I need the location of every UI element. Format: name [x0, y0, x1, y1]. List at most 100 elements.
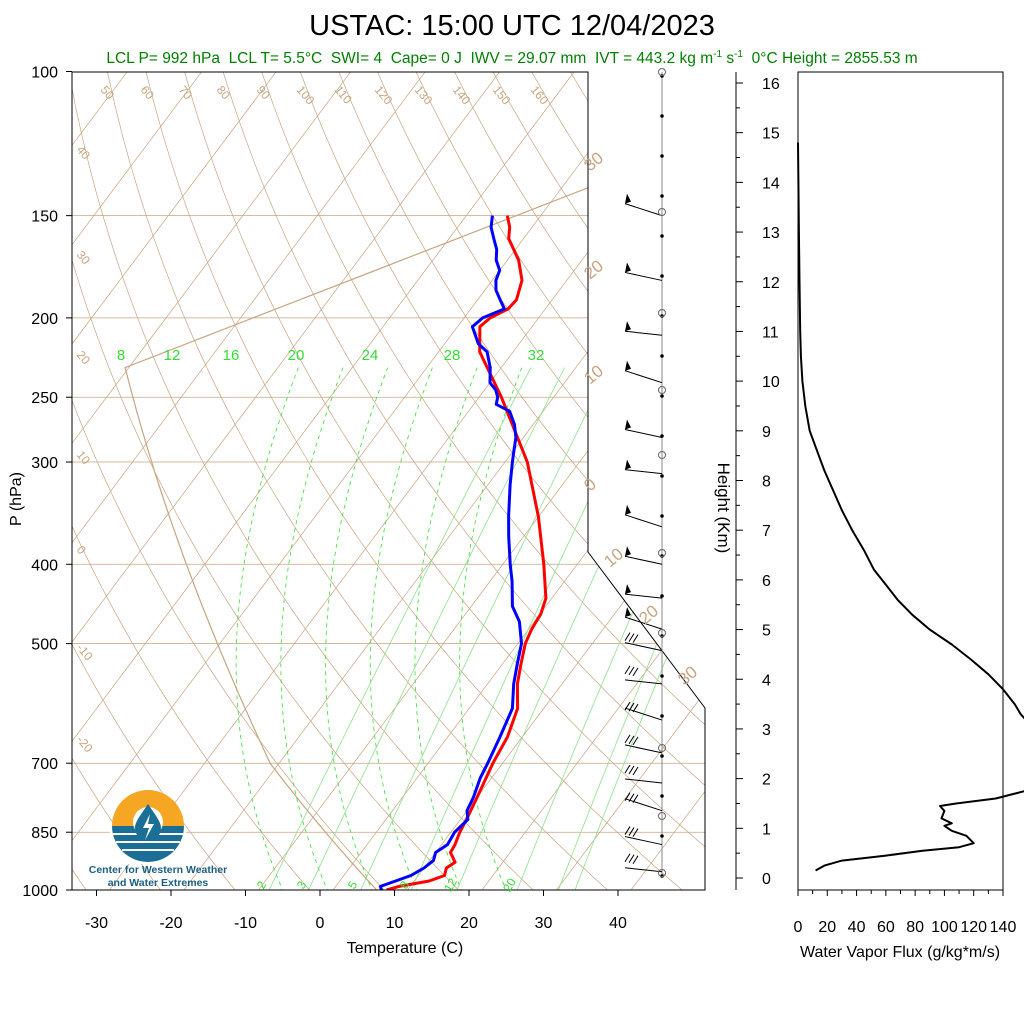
level-dot: [660, 274, 664, 278]
wind-barb-feather: [628, 735, 635, 745]
wind-barb-flag: [625, 459, 631, 470]
mixing-ratio-label: 16: [223, 347, 240, 364]
level-dot: [660, 514, 664, 518]
pressure-tick-label: 850: [31, 825, 58, 842]
pressure-tick-label: 150: [31, 209, 58, 226]
pressure-tick-label: 300: [31, 455, 58, 472]
flux-tick-label: 80: [906, 919, 924, 936]
mixing-ratio-label: 24: [362, 347, 379, 364]
dry-adiabat-line: [338, 72, 705, 890]
isotherm-label: 20: [74, 348, 94, 367]
wind-barb-feather: [624, 792, 631, 801]
flux-tick-label: 60: [877, 919, 895, 936]
mixing-ratio-label: 28: [444, 347, 461, 364]
pressure-tick-label: 200: [31, 311, 58, 328]
temperature-tick-label: 40: [609, 915, 627, 932]
height-tick-label: 16: [762, 76, 780, 93]
wind-barb: [624, 707, 663, 721]
theta-label: 0: [580, 474, 599, 495]
wind-barb-flag: [625, 262, 631, 273]
logo-text-line2: and Water Extremes: [107, 877, 209, 889]
wind-barb-feather: [628, 827, 635, 836]
dry-adiabat-line: [569, 72, 705, 890]
wind-barb: [624, 469, 663, 475]
wind-barb: [624, 642, 663, 652]
mixing-ratio-label: 8: [397, 878, 413, 891]
temperature-tick-label: 30: [535, 915, 553, 932]
logo-mark: [110, 790, 186, 864]
wind-barb-feather: [628, 633, 635, 642]
dry-adiabat-line: [106, 72, 628, 890]
isotherm-line: [394, 72, 705, 890]
mixing-ratio-line: [509, 367, 705, 890]
pressure-tick-label: 100: [31, 65, 58, 82]
wind-barb-feather: [628, 854, 635, 864]
theta-label: 10: [600, 544, 627, 571]
calm-circle: [658, 629, 666, 637]
wind-barb-feather: [632, 766, 639, 776]
pressure-tick-label: 700: [31, 756, 58, 773]
flux-tick-label: 120: [960, 919, 987, 936]
isotherm-line: [72, 72, 501, 890]
dry-adiabat-line: [222, 72, 705, 890]
mixing-ratio-line: [568, 367, 705, 890]
isotherm-label: 0: [74, 543, 89, 557]
wind-barb: [624, 616, 663, 630]
wind-barb: [624, 330, 663, 336]
isotherm-label: 90: [254, 83, 274, 102]
level-dot: [660, 794, 664, 798]
wind-barb-feather: [628, 702, 635, 712]
isotherm-line: [767, 72, 1024, 908]
level-dot: [660, 354, 664, 358]
ivt-mid: s: [722, 50, 735, 68]
isotherm-line: [245, 72, 705, 890]
skewt-frame: [71, 71, 706, 891]
dry-adiabat-line: [72, 72, 250, 890]
level-dot: [660, 114, 664, 118]
pressure-tick-label: 400: [31, 557, 58, 574]
wind-barb-feather: [628, 793, 635, 802]
wind-barb-feather: [632, 855, 639, 865]
wind-barb-feather: [632, 736, 639, 746]
flux-tick-label: 0: [794, 919, 803, 936]
temperature-tick-label: 0: [316, 915, 325, 932]
wind-barb-feather: [624, 853, 631, 863]
wind-barb: [624, 798, 663, 812]
water-vapor-flux-plot: 0 20 40 60 80 100 120 140: [794, 142, 1024, 936]
calm-circle: [658, 451, 666, 459]
logo-spacer: [88, 782, 228, 864]
mixing-ratio-line: [352, 367, 610, 890]
wind-barb-flag: [625, 504, 631, 515]
level-dot: [660, 714, 664, 718]
wind-barb-flag: [625, 360, 631, 371]
theta-label: 20: [580, 256, 607, 283]
level-dot: [660, 194, 664, 198]
wind-barb: [624, 679, 663, 685]
height-tick-label: 0: [762, 871, 771, 888]
level-dot: [660, 834, 664, 838]
temperature-tick-label: 10: [386, 915, 404, 932]
height-tick-label: 2: [762, 772, 771, 789]
height-tick-label: 11: [762, 324, 779, 341]
height-tick-label: 4: [762, 672, 771, 689]
isotherm-line: [543, 72, 705, 890]
dry-adiabat-line: [685, 72, 705, 890]
calm-circle: [658, 208, 666, 216]
isotherm-line: [72, 72, 277, 890]
mixing-ratio-line: [260, 367, 532, 890]
calm-circle: [658, 812, 666, 820]
height-tick-label: 5: [762, 623, 771, 640]
dewpoint-profile: [378, 215, 523, 890]
wind-barb-flag: [625, 419, 631, 430]
ivt-sup2: -1: [734, 49, 743, 60]
dry-adiabat-line: [145, 72, 703, 890]
wind-barb-feather: [628, 765, 635, 775]
isotherm-line: [468, 72, 705, 890]
mixing-ratio-label: 12: [441, 875, 460, 894]
dry-adiabat-line: [261, 72, 705, 890]
wind-barb: [624, 271, 663, 281]
wind-barb: [624, 593, 663, 599]
flux-tick-label: 140: [990, 919, 1017, 936]
isotherm-label: 140: [450, 83, 474, 108]
moist-adiabat-line: [414, 367, 478, 890]
